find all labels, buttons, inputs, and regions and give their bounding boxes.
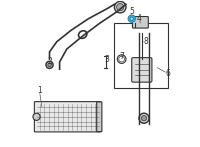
Circle shape — [139, 113, 149, 123]
Text: 5: 5 — [129, 7, 134, 16]
Circle shape — [114, 1, 126, 13]
Text: 8: 8 — [144, 37, 149, 46]
Text: 1: 1 — [37, 86, 42, 95]
Text: 2: 2 — [47, 57, 52, 66]
FancyBboxPatch shape — [97, 102, 102, 132]
Circle shape — [33, 113, 40, 120]
Circle shape — [48, 63, 51, 67]
Circle shape — [46, 61, 53, 69]
Text: 6: 6 — [165, 69, 170, 78]
Text: 3: 3 — [105, 55, 110, 64]
Text: 4: 4 — [137, 14, 141, 23]
FancyBboxPatch shape — [132, 58, 152, 82]
Circle shape — [130, 17, 133, 20]
FancyBboxPatch shape — [132, 16, 148, 28]
FancyBboxPatch shape — [34, 102, 101, 132]
Circle shape — [117, 4, 124, 11]
Circle shape — [141, 116, 147, 121]
Text: 7: 7 — [119, 52, 124, 61]
Circle shape — [128, 15, 135, 22]
